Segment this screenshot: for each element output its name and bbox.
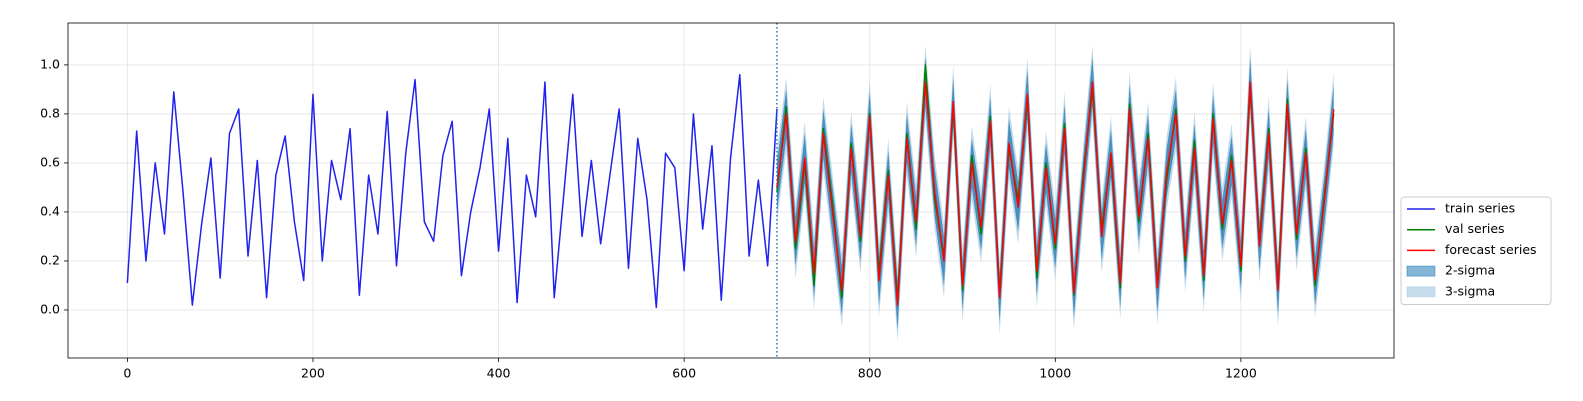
series-line [776,81,1335,306]
series-line [776,64,1335,301]
x-tick-label: 800 [858,366,882,381]
x-tick-label: 1200 [1225,366,1257,381]
legend-label: 3-sigma [1445,283,1495,298]
sigma-band [776,45,1334,342]
legend-label: val series [1445,221,1505,236]
y-tick-label: 0.0 [40,301,60,316]
y-tick-label: 0.8 [40,105,60,120]
legend-label: 2-sigma [1445,263,1495,278]
legend-label: train series [1445,201,1515,216]
y-tick-label: 0.6 [40,154,60,169]
plot-area [126,45,1335,342]
x-tick-label: 400 [487,366,511,381]
legend-swatch [1406,286,1436,298]
y-tick-label: 1.0 [40,56,60,71]
x-tick-label: 0 [123,366,131,381]
y-tick-label: 0.2 [40,252,60,267]
legend-swatch [1406,265,1436,277]
series-line [126,73,778,309]
sigma-band [776,57,1334,330]
x-tick-label: 600 [672,366,696,381]
x-tick-label: 200 [301,366,325,381]
x-tick-label: 1000 [1039,366,1071,381]
plot-frame [67,22,1395,359]
legend-box [1400,196,1552,305]
legend-label: forecast series [1445,242,1537,257]
y-tick-label: 0.4 [40,203,60,218]
